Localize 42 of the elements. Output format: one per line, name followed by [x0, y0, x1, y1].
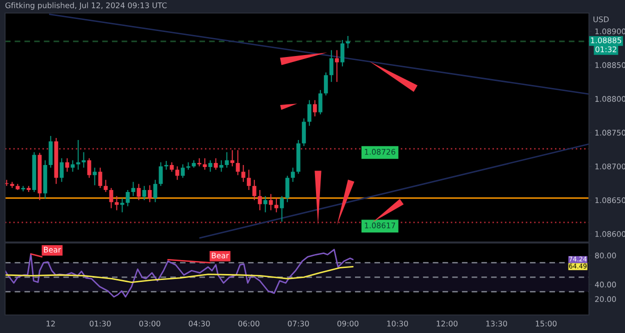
- candlestick: [92, 167, 97, 186]
- candlestick: [98, 167, 102, 188]
- candlestick: [334, 50, 339, 82]
- candlestick: [170, 162, 174, 172]
- candlestick: [340, 40, 344, 67]
- candlestick: [48, 135, 53, 168]
- candlestick: [290, 167, 295, 182]
- candlestick: [180, 164, 185, 178]
- candlestick: [285, 175, 290, 203]
- candlestick: [268, 194, 273, 211]
- candlestick: [324, 72, 328, 96]
- candlestick: [236, 150, 240, 176]
- candlestick: [230, 150, 234, 167]
- candlestick: [104, 179, 108, 192]
- candlestick: [329, 50, 334, 82]
- candlestick: [76, 140, 80, 170]
- line-series: [5, 266, 354, 283]
- candlestick: [241, 164, 246, 182]
- candlestick: [87, 158, 92, 178]
- candlestick: [65, 158, 70, 172]
- candlestick: [208, 160, 212, 172]
- line-series: [5, 248, 354, 298]
- candlestick: [114, 196, 119, 211]
- candlestick: [280, 196, 284, 222]
- candlestick: [175, 166, 180, 180]
- candlestick: [214, 158, 218, 170]
- candlestick: [258, 190, 262, 211]
- candlestick: [158, 162, 163, 186]
- candlestick: [346, 35, 350, 49]
- candlestick: [60, 158, 64, 182]
- candlestick: [219, 160, 224, 172]
- candlestick: [302, 118, 306, 147]
- candlestick: [224, 152, 229, 168]
- candlestick: [307, 100, 312, 126]
- candlestick: [263, 196, 268, 213]
- candlestick: [318, 90, 322, 115]
- candlestick: [202, 158, 207, 170]
- candlestick: [312, 100, 317, 117]
- candlestick: [126, 190, 130, 207]
- candlestick: [252, 179, 256, 201]
- candlestick: [82, 152, 86, 168]
- candlestick: [246, 169, 251, 190]
